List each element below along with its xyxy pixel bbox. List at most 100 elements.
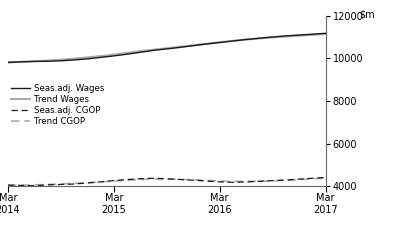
Trend CGOP — [283, 179, 288, 182]
Trend CGOP — [164, 178, 169, 180]
Trend CGOP — [177, 178, 182, 181]
Trend Wages — [164, 47, 169, 49]
Seas.adj. CGOP — [297, 178, 301, 180]
Line: Trend CGOP: Trend CGOP — [8, 178, 326, 185]
Seas.adj. Wages — [72, 59, 77, 61]
Seas.adj. CGOP — [257, 180, 262, 183]
Trend Wages — [19, 60, 23, 63]
Seas.adj. CGOP — [6, 184, 10, 186]
Seas.adj. CGOP — [164, 177, 169, 180]
Trend Wages — [6, 61, 10, 64]
Trend Wages — [85, 56, 90, 59]
Seas.adj. CGOP — [231, 181, 235, 184]
Trend CGOP — [217, 180, 222, 182]
Trend Wages — [270, 36, 275, 39]
Seas.adj. Wages — [112, 54, 116, 57]
Legend: Seas.adj. Wages, Trend Wages, Seas.adj. CGOP, Trend CGOP: Seas.adj. Wages, Trend Wages, Seas.adj. … — [11, 84, 105, 126]
Y-axis label: $m: $m — [359, 9, 375, 19]
Seas.adj. Wages — [151, 49, 156, 52]
Seas.adj. Wages — [6, 61, 10, 64]
Seas.adj. CGOP — [177, 178, 182, 181]
Trend CGOP — [6, 184, 10, 187]
Trend Wages — [217, 41, 222, 44]
Trend CGOP — [45, 183, 50, 186]
Trend Wages — [191, 44, 196, 47]
Line: Seas.adj. Wages: Seas.adj. Wages — [8, 33, 326, 62]
Trend CGOP — [191, 178, 196, 181]
Trend CGOP — [58, 183, 63, 185]
Seas.adj. CGOP — [85, 182, 90, 184]
Seas.adj. Wages — [177, 46, 182, 49]
Seas.adj. Wages — [283, 35, 288, 37]
Seas.adj. CGOP — [283, 179, 288, 181]
Trend CGOP — [112, 180, 116, 182]
Seas.adj. Wages — [257, 37, 262, 39]
Trend Wages — [151, 48, 156, 51]
Seas.adj. CGOP — [32, 184, 37, 187]
Trend Wages — [244, 38, 249, 41]
Trend Wages — [283, 35, 288, 38]
Trend Wages — [98, 55, 103, 57]
Seas.adj. Wages — [45, 60, 50, 63]
Trend Wages — [231, 39, 235, 42]
Trend Wages — [45, 59, 50, 62]
Seas.adj. CGOP — [244, 180, 249, 183]
Seas.adj. Wages — [85, 57, 90, 60]
Trend Wages — [72, 57, 77, 60]
Seas.adj. CGOP — [191, 179, 196, 182]
Line: Trend Wages: Trend Wages — [8, 34, 326, 62]
Trend CGOP — [297, 178, 301, 181]
Seas.adj. Wages — [244, 38, 249, 41]
Seas.adj. CGOP — [19, 184, 23, 187]
Seas.adj. Wages — [231, 40, 235, 42]
Seas.adj. CGOP — [310, 177, 315, 180]
Trend Wages — [125, 52, 129, 54]
Trend Wages — [112, 53, 116, 56]
Trend CGOP — [125, 179, 129, 182]
Seas.adj. Wages — [204, 43, 209, 45]
Seas.adj. CGOP — [151, 177, 156, 180]
Trend Wages — [310, 33, 315, 36]
Trend Wages — [257, 37, 262, 40]
Trend CGOP — [32, 183, 37, 186]
Trend CGOP — [270, 180, 275, 182]
Seas.adj. Wages — [19, 60, 23, 63]
Seas.adj. CGOP — [270, 179, 275, 182]
Seas.adj. Wages — [138, 51, 143, 54]
Trend CGOP — [19, 184, 23, 186]
Seas.adj. Wages — [125, 53, 129, 56]
Trend Wages — [58, 58, 63, 61]
Trend CGOP — [310, 178, 315, 180]
Seas.adj. CGOP — [72, 183, 77, 185]
Seas.adj. Wages — [310, 33, 315, 36]
Trend Wages — [323, 33, 328, 35]
Seas.adj. CGOP — [112, 179, 116, 182]
Trend Wages — [297, 34, 301, 37]
Seas.adj. CGOP — [323, 176, 328, 179]
Seas.adj. Wages — [217, 41, 222, 44]
Trend CGOP — [244, 180, 249, 183]
Seas.adj. Wages — [191, 44, 196, 47]
Seas.adj. CGOP — [204, 180, 209, 182]
Seas.adj. Wages — [98, 56, 103, 59]
Seas.adj. CGOP — [98, 180, 103, 183]
Trend CGOP — [151, 178, 156, 180]
Seas.adj. CGOP — [217, 180, 222, 183]
Seas.adj. Wages — [164, 47, 169, 50]
Seas.adj. Wages — [58, 59, 63, 62]
Trend CGOP — [231, 180, 235, 183]
Seas.adj. CGOP — [125, 178, 129, 181]
Seas.adj. CGOP — [138, 177, 143, 180]
Seas.adj. Wages — [270, 36, 275, 38]
Trend CGOP — [72, 182, 77, 185]
Trend Wages — [204, 42, 209, 45]
Trend CGOP — [257, 180, 262, 183]
Seas.adj. Wages — [323, 32, 328, 35]
Trend Wages — [177, 45, 182, 48]
Trend CGOP — [98, 180, 103, 183]
Trend CGOP — [323, 177, 328, 179]
Seas.adj. Wages — [297, 34, 301, 36]
Seas.adj. CGOP — [58, 183, 63, 186]
Trend CGOP — [138, 178, 143, 181]
Trend Wages — [32, 60, 37, 63]
